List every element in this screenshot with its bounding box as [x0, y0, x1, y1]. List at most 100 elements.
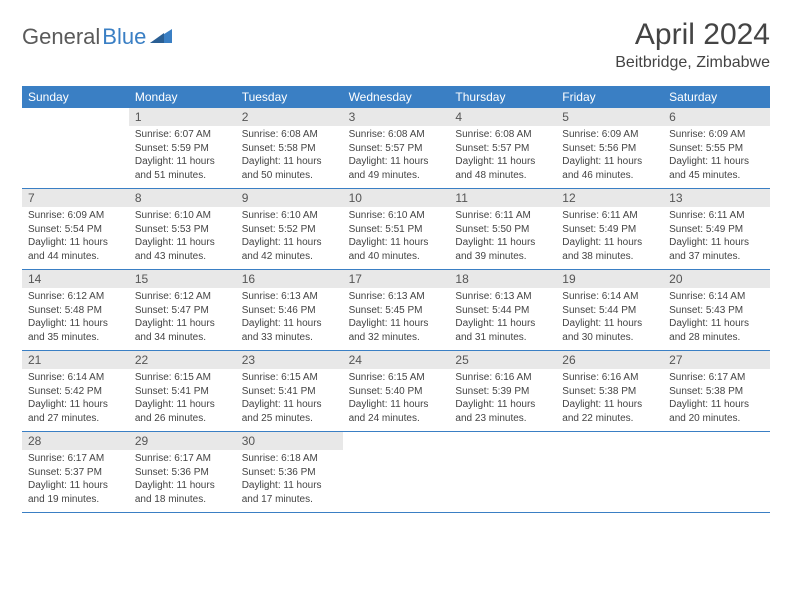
day-info: Sunrise: 6:13 AMSunset: 5:45 PMDaylight:…	[349, 290, 444, 344]
sunset-text: Sunset: 5:38 PM	[669, 385, 764, 399]
day-number: 8	[129, 189, 236, 207]
day-number: 21	[22, 351, 129, 369]
sunrise-text: Sunrise: 6:12 AM	[28, 290, 123, 304]
day-info: Sunrise: 6:15 AMSunset: 5:41 PMDaylight:…	[135, 371, 230, 425]
day-info: Sunrise: 6:16 AMSunset: 5:38 PMDaylight:…	[562, 371, 657, 425]
weeks-container: 1Sunrise: 6:07 AMSunset: 5:59 PMDaylight…	[22, 108, 770, 513]
daylight-text: Daylight: 11 hours and 18 minutes.	[135, 479, 230, 506]
week-row: 14Sunrise: 6:12 AMSunset: 5:48 PMDayligh…	[22, 270, 770, 351]
day-number: 4	[449, 108, 556, 126]
daylight-text: Daylight: 11 hours and 25 minutes.	[242, 398, 337, 425]
calendar-page: General Blue April 2024 Beitbridge, Zimb…	[0, 0, 792, 531]
daylight-text: Daylight: 11 hours and 49 minutes.	[349, 155, 444, 182]
daylight-text: Daylight: 11 hours and 23 minutes.	[455, 398, 550, 425]
sunrise-text: Sunrise: 6:16 AM	[455, 371, 550, 385]
day-info: Sunrise: 6:13 AMSunset: 5:46 PMDaylight:…	[242, 290, 337, 344]
sunset-text: Sunset: 5:58 PM	[242, 142, 337, 156]
sunset-text: Sunset: 5:48 PM	[28, 304, 123, 318]
day-cell: 3Sunrise: 6:08 AMSunset: 5:57 PMDaylight…	[343, 108, 450, 188]
day-cell: 20Sunrise: 6:14 AMSunset: 5:43 PMDayligh…	[663, 270, 770, 350]
day-number: 15	[129, 270, 236, 288]
day-info: Sunrise: 6:12 AMSunset: 5:48 PMDaylight:…	[28, 290, 123, 344]
sunrise-text: Sunrise: 6:10 AM	[242, 209, 337, 223]
daylight-text: Daylight: 11 hours and 22 minutes.	[562, 398, 657, 425]
sunset-text: Sunset: 5:36 PM	[242, 466, 337, 480]
day-cell: 9Sunrise: 6:10 AMSunset: 5:52 PMDaylight…	[236, 189, 343, 269]
daylight-text: Daylight: 11 hours and 43 minutes.	[135, 236, 230, 263]
day-number: 24	[343, 351, 450, 369]
sunrise-text: Sunrise: 6:14 AM	[562, 290, 657, 304]
sunset-text: Sunset: 5:40 PM	[349, 385, 444, 399]
day-cell: 5Sunrise: 6:09 AMSunset: 5:56 PMDaylight…	[556, 108, 663, 188]
sunset-text: Sunset: 5:42 PM	[28, 385, 123, 399]
day-info: Sunrise: 6:08 AMSunset: 5:57 PMDaylight:…	[349, 128, 444, 182]
day-cell: 30Sunrise: 6:18 AMSunset: 5:36 PMDayligh…	[236, 432, 343, 512]
daylight-text: Daylight: 11 hours and 17 minutes.	[242, 479, 337, 506]
day-cell: 24 Sunrise: 6:15 AMSunset: 5:40 PMDayligh…	[343, 351, 450, 431]
day-cell: 23 Sunrise: 6:15 AMSunset: 5:41 PMDayligh…	[236, 351, 343, 431]
sunset-text: Sunset: 5:49 PM	[562, 223, 657, 237]
day-info: Sunrise: 6:16 AMSunset: 5:39 PMDaylight:…	[455, 371, 550, 425]
day-number: 18	[449, 270, 556, 288]
sunrise-text: Sunrise: 6:15 AM	[242, 371, 337, 385]
day-info: Sunrise: 6:09 AMSunset: 5:54 PMDaylight:…	[28, 209, 123, 263]
day-cell: 13Sunrise: 6:11 AMSunset: 5:49 PMDayligh…	[663, 189, 770, 269]
day-cell: 8Sunrise: 6:10 AMSunset: 5:53 PMDaylight…	[129, 189, 236, 269]
daylight-text: Daylight: 11 hours and 24 minutes.	[349, 398, 444, 425]
weekday-wednesday: Wednesday	[343, 86, 450, 108]
sunrise-text: Sunrise: 6:10 AM	[135, 209, 230, 223]
day-cell: 17Sunrise: 6:13 AMSunset: 5:45 PMDayligh…	[343, 270, 450, 350]
day-cell	[449, 432, 556, 512]
daylight-text: Daylight: 11 hours and 35 minutes.	[28, 317, 123, 344]
day-cell: 29Sunrise: 6:17 AMSunset: 5:36 PMDayligh…	[129, 432, 236, 512]
sunrise-text: Sunrise: 6:17 AM	[28, 452, 123, 466]
daylight-text: Daylight: 11 hours and 20 minutes.	[669, 398, 764, 425]
sunrise-text: Sunrise: 6:08 AM	[349, 128, 444, 142]
sunset-text: Sunset: 5:41 PM	[135, 385, 230, 399]
daylight-text: Daylight: 11 hours and 38 minutes.	[562, 236, 657, 263]
day-number: 20	[663, 270, 770, 288]
day-number: 12	[556, 189, 663, 207]
day-number: 23	[236, 351, 343, 369]
header: General Blue April 2024 Beitbridge, Zimb…	[22, 18, 770, 72]
daylight-text: Daylight: 11 hours and 32 minutes.	[349, 317, 444, 344]
day-info: Sunrise: 6:15 AMSunset: 5:40 PMDaylight:…	[349, 371, 444, 425]
daylight-text: Daylight: 11 hours and 50 minutes.	[242, 155, 337, 182]
day-cell	[663, 432, 770, 512]
sunrise-text: Sunrise: 6:13 AM	[242, 290, 337, 304]
weekday-header-row: Sunday Monday Tuesday Wednesday Thursday…	[22, 86, 770, 108]
day-number: 11	[449, 189, 556, 207]
logo-text-general: General	[22, 24, 100, 50]
day-info: Sunrise: 6:09 AMSunset: 5:55 PMDaylight:…	[669, 128, 764, 182]
day-cell: 2Sunrise: 6:08 AMSunset: 5:58 PMDaylight…	[236, 108, 343, 188]
day-info: Sunrise: 6:17 AMSunset: 5:37 PMDaylight:…	[28, 452, 123, 506]
day-cell: 15 Sunrise: 6:12 AMSunset: 5:47 PMDayligh…	[129, 270, 236, 350]
day-cell: 22Sunrise: 6:15 AMSunset: 5:41 PMDayligh…	[129, 351, 236, 431]
day-cell: 1Sunrise: 6:07 AMSunset: 5:59 PMDaylight…	[129, 108, 236, 188]
sunrise-text: Sunrise: 6:15 AM	[135, 371, 230, 385]
sunrise-text: Sunrise: 6:09 AM	[562, 128, 657, 142]
day-info: Sunrise: 6:15 AMSunset: 5:41 PMDaylight:…	[242, 371, 337, 425]
sunrise-text: Sunrise: 6:16 AM	[562, 371, 657, 385]
day-info: Sunrise: 6:11 AMSunset: 5:50 PMDaylight:…	[455, 209, 550, 263]
day-cell: 4Sunrise: 6:08 AMSunset: 5:57 PMDaylight…	[449, 108, 556, 188]
sunrise-text: Sunrise: 6:12 AM	[135, 290, 230, 304]
day-cell: 25Sunrise: 6:16 AMSunset: 5:39 PMDayligh…	[449, 351, 556, 431]
sunrise-text: Sunrise: 6:15 AM	[349, 371, 444, 385]
day-cell: 7Sunrise: 6:09 AMSunset: 5:54 PMDaylight…	[22, 189, 129, 269]
day-info: Sunrise: 6:12 AMSunset: 5:47 PMDaylight:…	[135, 290, 230, 344]
sunset-text: Sunset: 5:55 PM	[669, 142, 764, 156]
sunset-text: Sunset: 5:39 PM	[455, 385, 550, 399]
sunrise-text: Sunrise: 6:14 AM	[28, 371, 123, 385]
day-cell: 6Sunrise: 6:09 AMSunset: 5:55 PMDaylight…	[663, 108, 770, 188]
sunrise-text: Sunrise: 6:11 AM	[455, 209, 550, 223]
logo-triangle-icon	[150, 27, 172, 48]
daylight-text: Daylight: 11 hours and 51 minutes.	[135, 155, 230, 182]
day-number: 2	[236, 108, 343, 126]
day-number: 1	[129, 108, 236, 126]
daylight-text: Daylight: 11 hours and 34 minutes.	[135, 317, 230, 344]
day-info: Sunrise: 6:17 AMSunset: 5:36 PMDaylight:…	[135, 452, 230, 506]
sunrise-text: Sunrise: 6:09 AM	[28, 209, 123, 223]
sunset-text: Sunset: 5:44 PM	[562, 304, 657, 318]
sunset-text: Sunset: 5:59 PM	[135, 142, 230, 156]
